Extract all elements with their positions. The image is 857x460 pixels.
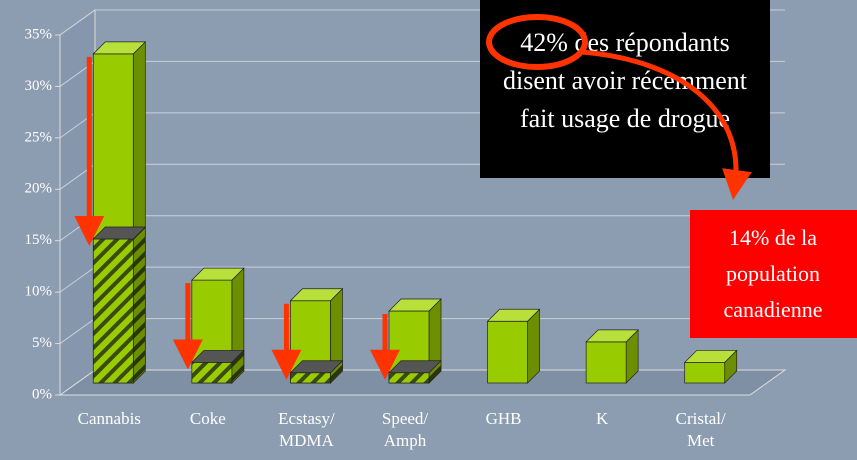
bar-top — [191, 267, 245, 281]
bar-hatched — [191, 349, 245, 384]
bar-top — [486, 308, 541, 322]
x-tick-label: K — [596, 409, 609, 428]
y-tick-label: 35% — [25, 26, 53, 42]
note-text-red: 14% de la — [729, 225, 817, 250]
note-text-red: population — [726, 261, 820, 286]
bar — [683, 349, 738, 384]
bar-front — [684, 362, 726, 384]
bar-hatched-front — [290, 372, 331, 384]
x-tick-label: Cannabis — [78, 409, 141, 428]
marks — [74, 41, 738, 384]
note-box-red — [690, 210, 857, 338]
y-tick-label: 10% — [25, 284, 53, 300]
highlight-circle — [486, 14, 588, 70]
x-tick-label: Cristal/Met — [676, 409, 726, 450]
bar-front — [487, 320, 528, 384]
note-text: 42% des répondants — [520, 28, 729, 57]
x-tick-label: Ecstasy/MDMA — [278, 409, 335, 450]
bar — [486, 308, 541, 384]
curved-arrow — [581, 49, 752, 200]
bar-top — [388, 298, 442, 312]
x-tick-label: GHB — [486, 409, 522, 428]
annotations: 42% des répondants disent avoir récemment… — [480, 0, 857, 338]
bar-hatched-front — [191, 362, 233, 384]
bar-hatched-front — [388, 372, 430, 384]
y-tick-label: 25% — [25, 129, 53, 145]
note-text: disent avoir récemment — [503, 66, 748, 95]
bar-hatched-side — [132, 226, 146, 384]
bar-hatched — [92, 226, 147, 384]
x-tick-label: Coke — [190, 409, 226, 428]
bar-hatched — [289, 359, 344, 384]
note-text-red: canadienne — [724, 297, 823, 322]
bar-side — [527, 308, 540, 384]
bar-top — [683, 350, 738, 363]
y-tick-label: 30% — [25, 78, 53, 94]
bar — [585, 329, 639, 384]
y-tick-label: 0% — [32, 386, 52, 402]
note-box — [480, 0, 770, 178]
grid-line — [59, 266, 785, 293]
note-text: fait usage de drogue — [520, 104, 730, 133]
bar-hatched-front — [92, 238, 134, 384]
bar-top — [585, 329, 639, 343]
bar-top — [92, 41, 147, 55]
x-tick-label: Speed/Amph — [382, 409, 429, 450]
bar-front — [585, 341, 627, 384]
y-tick-label: 15% — [25, 232, 53, 248]
grid-line — [59, 215, 785, 242]
bar-top — [289, 288, 344, 302]
y-tick-label: 5% — [32, 335, 52, 351]
y-tick-label: 20% — [25, 181, 53, 197]
